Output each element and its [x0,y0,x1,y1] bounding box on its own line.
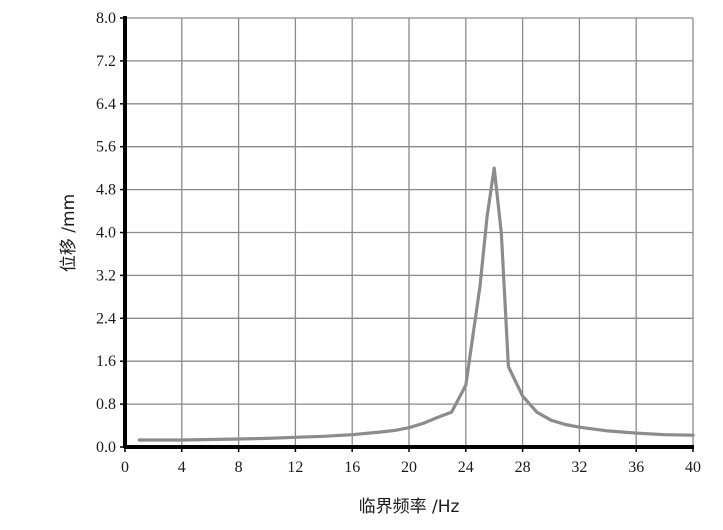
y-tick-label: 4.8 [96,182,116,199]
y-tick-label: 7.2 [96,53,116,70]
x-tick-label: 20 [401,459,417,476]
series-layer [137,166,695,442]
y-tick-label: 6.4 [96,96,116,113]
series-line [137,166,695,442]
x-tick-label: 32 [571,459,587,476]
x-tick-label: 4 [178,459,186,476]
x-tick-label: 0 [121,459,129,476]
y-tick-label: 2.4 [96,310,116,327]
x-tick-label: 24 [458,459,474,476]
y-tick-label: 1.6 [96,353,116,370]
x-tick-label: 16 [344,459,360,476]
y-tick-label: 0.0 [96,439,116,456]
grid-lines [125,17,694,447]
y-axis-label: 位移 /mm [59,194,79,272]
y-tick-label: 4.0 [96,225,116,242]
axes [120,16,694,452]
y-tick-label: 0.8 [96,396,116,413]
x-tick-label: 40 [685,459,701,476]
x-tick-label: 8 [235,459,243,476]
y-tick-label: 8.0 [96,10,116,27]
y-tick-labels: 0.0 0.8 1.6 2.4 3.2 4.0 4.8 5.6 6.4 7.2 8.0 [96,10,116,456]
x-tick-label: 12 [287,459,303,476]
x-tick-label: 36 [628,459,644,476]
x-tick-labels: 0 4 8 12 16 20 24 28 32 36 40 [121,459,701,476]
y-tick-label: 3.2 [96,267,116,284]
x-axis-label: 临界频率 /Hz [359,497,460,517]
y-tick-label: 5.6 [96,139,116,156]
x-tick-label: 28 [515,459,531,476]
